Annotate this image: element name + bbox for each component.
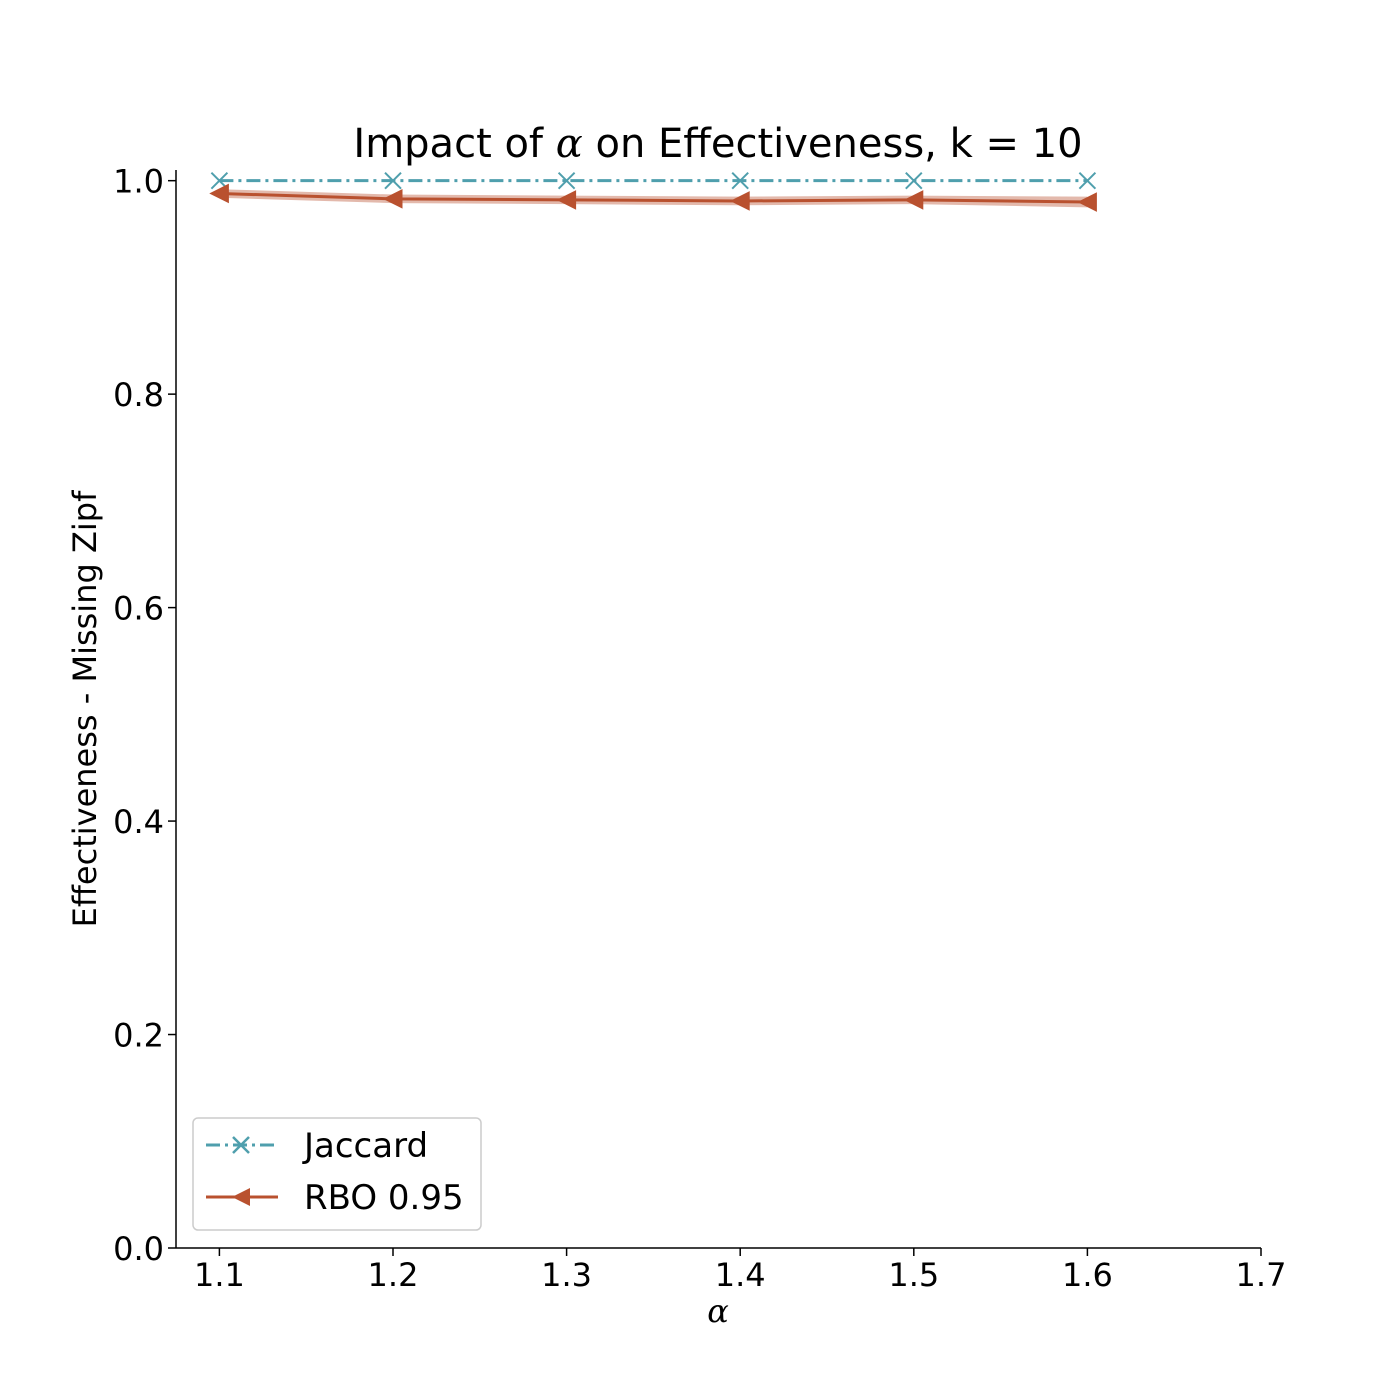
x-tick-label: 1.7 [1236,1256,1287,1294]
series-markers [209,171,1097,212]
x-tick-label: 1.2 [368,1256,419,1294]
y-axis-label: Effectiveness - Missing Zipf [66,490,104,927]
point-rbo-0-95 [209,183,229,204]
chart-title: Impact of α on Effectiveness, k = 10 [353,121,1082,167]
point-rbo-0-95 [382,189,403,209]
point-rbo-0-95 [1077,192,1097,212]
y-tick-label: 0.2 [113,1017,164,1055]
series-lines [219,179,1088,204]
x-tick-label: 1.1 [194,1256,245,1294]
title-suffix: on Effectiveness, k = 10 [583,121,1083,167]
point-jaccard [905,171,923,190]
legend: Jaccard RBO 0.95 [192,1117,482,1231]
point-rbo-0-95 [556,190,577,210]
band-rbo-0-95 [219,189,1088,208]
y-tick-label: 0.8 [113,376,164,414]
x-tick-label: 1.4 [715,1256,766,1294]
legend-label-rbo: RBO 0.95 [304,1178,464,1218]
y-tick-label: 0.6 [113,590,164,628]
point-jaccard [384,171,402,190]
x-tick-label: 1.6 [1062,1256,1113,1294]
x-tick-label: 1.3 [541,1256,592,1294]
y-axis-ticks: 0.0 0.2 0.4 0.6 0.8 1.0 [113,163,176,1268]
point-jaccard [731,171,749,190]
y-tick-label: 1.0 [113,163,164,201]
point-jaccard [557,171,576,190]
point-rbo-0-95 [730,191,750,211]
point-rbo-0-95 [903,190,924,210]
title-symbol: α [556,121,583,167]
x-axis-ticks: 1.1 1.2 1.3 1.4 1.5 1.6 1.7 [194,1248,1286,1294]
legend-marker-jaccard [232,1136,250,1154]
line-rbo-0-95 [219,191,1088,204]
title-prefix: Impact of [353,121,555,167]
legend-marker-rbo [232,1188,250,1206]
x-axis-label: α [707,1292,729,1330]
x-tick-label: 1.5 [888,1256,939,1294]
legend-label-jaccard: Jaccard [302,1126,428,1166]
y-tick-label: 0.4 [113,803,164,841]
y-tick-label: 0.0 [113,1230,164,1268]
confidence-bands [219,189,1088,208]
point-jaccard [1078,171,1097,190]
